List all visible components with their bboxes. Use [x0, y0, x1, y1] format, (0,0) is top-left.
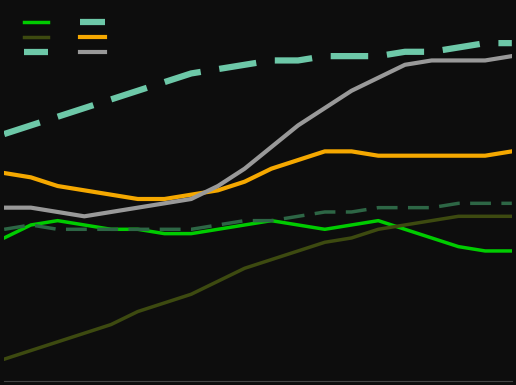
Legend: , , , , , : , , , , ,	[19, 13, 117, 62]
